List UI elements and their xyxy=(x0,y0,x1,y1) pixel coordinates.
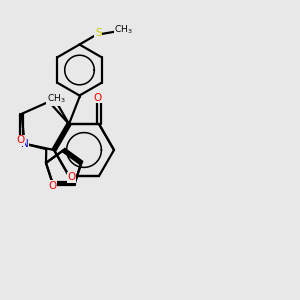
Text: S: S xyxy=(95,28,102,38)
Text: CH$_3$: CH$_3$ xyxy=(47,93,66,105)
Text: O: O xyxy=(93,93,102,103)
Text: O: O xyxy=(67,172,76,182)
Text: CH$_3$: CH$_3$ xyxy=(114,24,133,36)
Text: O: O xyxy=(16,135,24,145)
Text: O: O xyxy=(49,181,57,191)
Text: N: N xyxy=(21,139,28,149)
